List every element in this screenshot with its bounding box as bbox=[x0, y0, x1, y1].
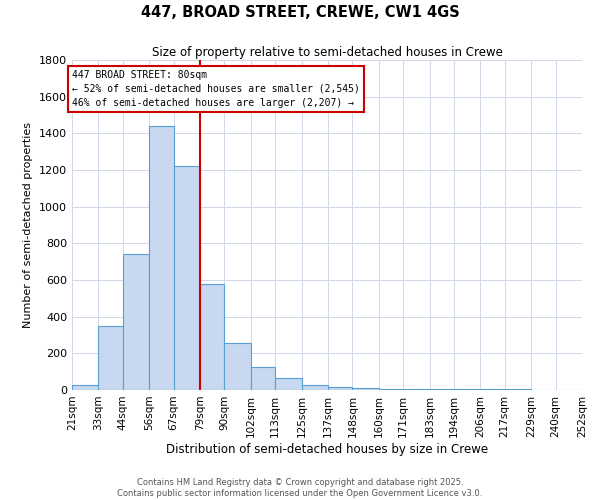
Bar bbox=[123, 254, 149, 390]
Text: 447 BROAD STREET: 80sqm
← 52% of semi-detached houses are smaller (2,545)
46% of: 447 BROAD STREET: 80sqm ← 52% of semi-de… bbox=[72, 70, 360, 108]
Bar bbox=[98, 326, 123, 390]
Bar bbox=[403, 389, 430, 390]
Bar bbox=[379, 389, 403, 390]
Bar bbox=[275, 378, 302, 390]
Bar bbox=[224, 343, 251, 390]
Bar bbox=[352, 388, 379, 390]
Bar bbox=[328, 387, 352, 390]
Title: Size of property relative to semi-detached houses in Crewe: Size of property relative to semi-detach… bbox=[152, 46, 502, 59]
Bar bbox=[251, 367, 275, 390]
Bar bbox=[200, 284, 224, 390]
X-axis label: Distribution of semi-detached houses by size in Crewe: Distribution of semi-detached houses by … bbox=[166, 442, 488, 456]
Bar bbox=[149, 126, 173, 390]
Y-axis label: Number of semi-detached properties: Number of semi-detached properties bbox=[23, 122, 34, 328]
Bar bbox=[72, 384, 98, 390]
Bar bbox=[173, 166, 200, 390]
Bar bbox=[302, 384, 328, 390]
Text: Contains HM Land Registry data © Crown copyright and database right 2025.
Contai: Contains HM Land Registry data © Crown c… bbox=[118, 478, 482, 498]
Bar bbox=[430, 389, 454, 390]
Text: 447, BROAD STREET, CREWE, CW1 4GS: 447, BROAD STREET, CREWE, CW1 4GS bbox=[140, 5, 460, 20]
